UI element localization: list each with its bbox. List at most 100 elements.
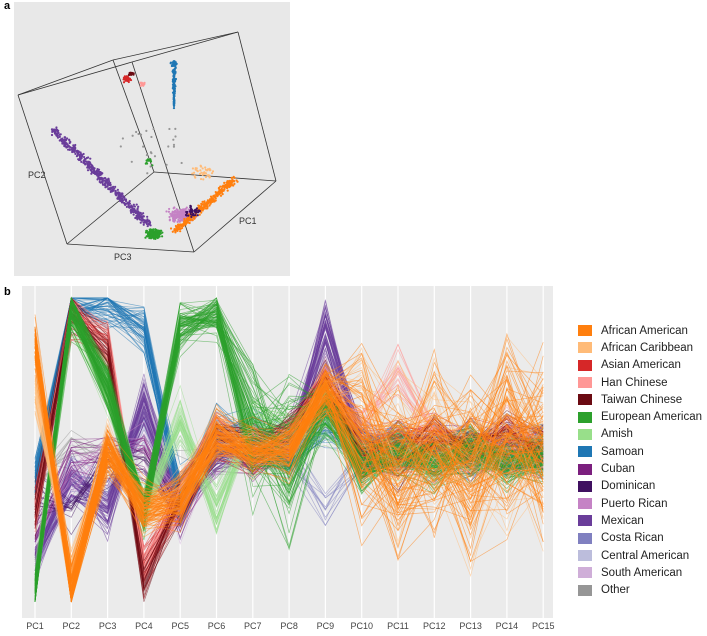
x-tick-label: PC13 [459, 621, 482, 631]
legend-swatch [578, 411, 592, 423]
scatter-point [173, 88, 176, 91]
scatter-point [149, 233, 152, 236]
scatter-point [145, 153, 149, 157]
legend-swatch [578, 532, 592, 544]
scatter-point [118, 197, 121, 200]
scatter-point [122, 81, 126, 84]
scatter-point [127, 80, 130, 84]
legend-swatch [578, 480, 592, 492]
series-line [34, 334, 544, 603]
legend-item: European American [578, 408, 702, 425]
scatter-point [96, 168, 99, 171]
series-line [34, 334, 544, 580]
scatter-point [147, 233, 150, 236]
legend-label: Puerto Rican [601, 497, 668, 510]
scatter-point [74, 152, 77, 156]
scatter-point [119, 199, 122, 203]
scatter-point [198, 209, 201, 213]
scatter-point [120, 193, 123, 197]
scatter-point [138, 216, 141, 219]
scatter-point [148, 231, 151, 234]
scatter-point [73, 148, 76, 151]
scatter-point [222, 189, 225, 192]
pca-3d-svg: PC2 PC1 PC3 [17, 31, 277, 262]
legend-label: Other [601, 584, 630, 597]
cube-edge [66, 171, 155, 245]
scatter-point [183, 217, 186, 221]
scatter-point [193, 174, 196, 177]
scatter-point [172, 103, 176, 106]
scatter-point [174, 127, 177, 130]
x-tick-label: PC8 [280, 621, 298, 631]
scatter-point [173, 62, 176, 65]
scatter-point [193, 209, 196, 212]
scatter-point [217, 187, 220, 190]
scatter-point [81, 153, 84, 156]
scatter-point [79, 156, 82, 159]
scatter-point [177, 212, 180, 215]
scatter-point [86, 163, 89, 166]
scatter-point [211, 170, 215, 173]
legend-label: Central American [601, 549, 690, 562]
scatter-point [176, 220, 179, 223]
scatter-point [173, 217, 176, 220]
scatter-point [139, 84, 142, 88]
scatter-point [204, 175, 208, 179]
scatter-point [153, 155, 157, 158]
scatter-point [191, 167, 195, 170]
scatter-point [144, 162, 147, 165]
scatter-point [173, 228, 176, 231]
scatter-point [196, 214, 199, 217]
scatter-point [146, 218, 149, 221]
scatter-point [89, 157, 92, 160]
scatter-point [198, 204, 201, 208]
scatter-point [87, 160, 90, 163]
scatter-point [173, 77, 176, 80]
scatter-point [172, 143, 176, 146]
legend-item: South American [578, 564, 702, 581]
scatter-point [121, 137, 124, 140]
scatter-point [189, 213, 192, 216]
scatter-point [124, 199, 128, 203]
scatter-point [185, 217, 188, 220]
scatter-point [114, 193, 117, 196]
scatter-point [192, 212, 195, 215]
scatter-point [66, 145, 70, 148]
scatter-point [154, 229, 158, 232]
scatter-point [142, 223, 145, 226]
scatter-point [122, 196, 125, 199]
scatter-point [63, 139, 66, 142]
scatter-point [132, 72, 135, 75]
scatter-point [71, 150, 74, 154]
scatter-point [140, 215, 143, 218]
scatter-point [130, 160, 133, 163]
scatter-point [226, 189, 229, 192]
legend-swatch [578, 342, 592, 354]
legend-swatch [578, 359, 592, 371]
series-line [34, 346, 544, 581]
scatter-point [173, 219, 176, 222]
x-tick-label: PC1 [26, 621, 44, 631]
scatter-point [221, 185, 224, 188]
scatter-point [157, 230, 160, 233]
legend-swatch [578, 428, 592, 440]
scatter-point [215, 191, 218, 195]
scatter-point [167, 145, 170, 148]
scatter-point [194, 168, 197, 171]
scatter-point [145, 229, 149, 232]
scatter-point [187, 214, 190, 217]
scatter-point [202, 172, 205, 175]
scatter-point [136, 216, 139, 219]
x-tick-label: PC2 [63, 621, 81, 631]
scatter-point [192, 171, 196, 174]
scatter-point [185, 206, 188, 209]
scatter-point [217, 192, 220, 196]
legend-swatch [578, 567, 592, 579]
scatter-point [85, 156, 88, 160]
scatter-point [93, 170, 96, 173]
scatter-point [100, 173, 103, 176]
scatter-point [71, 147, 74, 150]
legend-swatch [578, 446, 592, 458]
scatter-point [203, 200, 206, 203]
scatter-point [96, 174, 99, 177]
